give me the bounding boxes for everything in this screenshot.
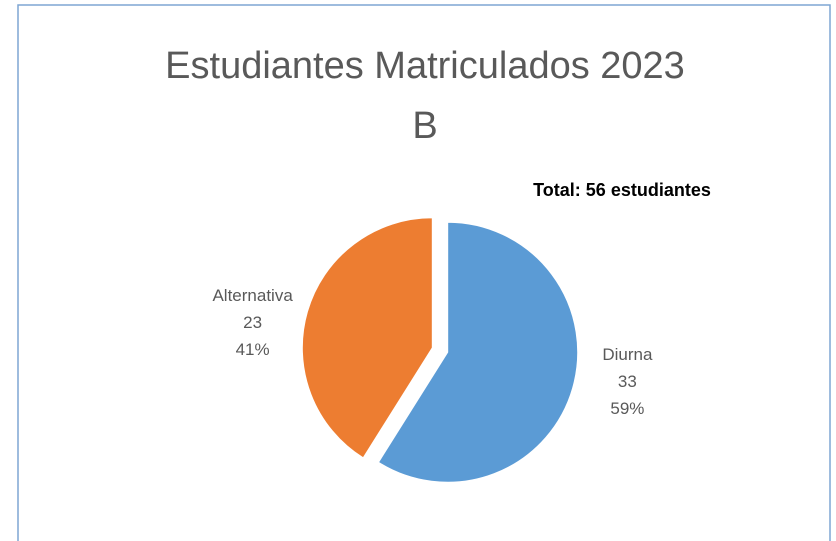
percent-label: 41%	[236, 340, 270, 359]
percent-label: 59%	[610, 399, 644, 418]
slice-label: Alternativa	[212, 286, 293, 305]
pie-slice	[301, 217, 433, 459]
slice-label: Diurna	[602, 345, 653, 364]
chart-frame	[17, 4, 831, 541]
value-label: 23	[243, 313, 262, 332]
annotation: Total: 56 estudiantes	[533, 180, 711, 200]
chart-title: Estudiantes Matriculados 2023 B	[165, 45, 685, 147]
value-label: 33	[618, 372, 637, 391]
pie-slice	[377, 221, 579, 483]
